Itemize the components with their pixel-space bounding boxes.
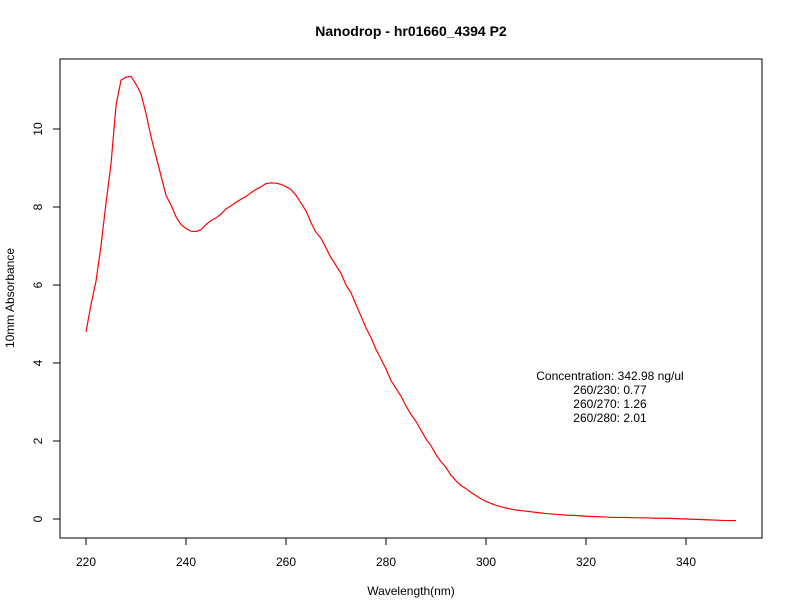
ratio-260-230-label: 260/230: 0.77 (573, 383, 647, 397)
concentration-label: Concentration: 342.98 ng/ul (536, 369, 683, 383)
stats-annotation: Concentration: 342.98 ng/ul 260/230: 0.7… (536, 369, 683, 425)
x-tick-label: 320 (576, 555, 596, 569)
chart-title: Nanodrop - hr01660_4394 P2 (315, 23, 507, 39)
y-tick-label: 8 (31, 203, 45, 210)
x-axis: 220 240 260 280 300 320 340 (76, 538, 696, 569)
ratio-260-270-label: 260/270: 1.26 (573, 397, 647, 411)
plot-frame (59, 58, 763, 539)
y-tick-label: 4 (31, 359, 45, 366)
y-tick-label: 10 (31, 122, 45, 136)
y-tick-label: 0 (31, 515, 45, 522)
x-tick-label: 240 (176, 555, 196, 569)
y-tick-label: 6 (31, 281, 45, 288)
x-tick-label: 260 (276, 555, 296, 569)
x-tick-label: 220 (76, 555, 96, 569)
x-axis-label: Wavelength(nm) (367, 584, 455, 598)
ratio-260-280-label: 260/280: 2.01 (573, 411, 647, 425)
y-axis-label: 10mm Absorbance (3, 248, 17, 348)
x-tick-label: 340 (676, 555, 696, 569)
absorbance-series-line (85, 75, 736, 522)
x-tick-label: 300 (476, 555, 496, 569)
y-axis: 0 2 4 6 8 10 (31, 122, 60, 522)
y-tick-label: 2 (31, 437, 45, 444)
x-tick-label: 280 (376, 555, 396, 569)
